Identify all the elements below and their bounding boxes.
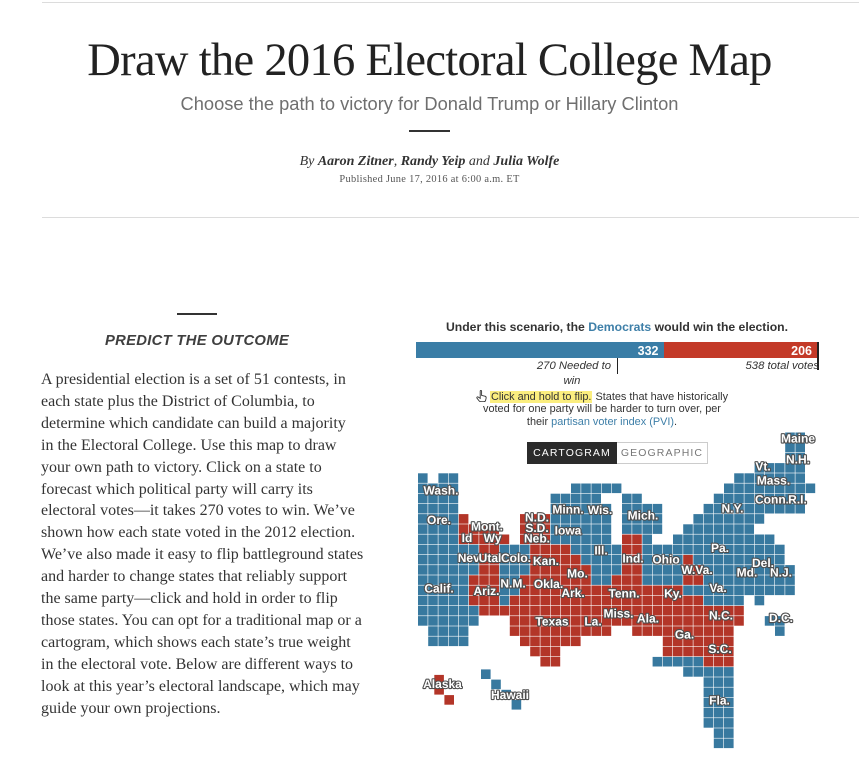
- svg-text:Vt.: Vt.: [755, 460, 770, 474]
- svg-text:Fla.: Fla.: [709, 694, 730, 708]
- svg-text:W.Va.: W.Va.: [681, 563, 712, 577]
- svg-text:Wy: Wy: [484, 531, 502, 545]
- svg-text:Utah: Utah: [479, 551, 506, 565]
- svg-text:Mich.: Mich.: [628, 509, 659, 523]
- svg-text:Maine: Maine: [781, 432, 815, 446]
- svg-text:Pa.: Pa.: [711, 541, 729, 555]
- svg-text:Tenn.: Tenn.: [608, 587, 639, 601]
- svg-text:Id: Id: [462, 531, 473, 545]
- svg-text:Ariz.: Ariz.: [473, 584, 499, 598]
- svg-text:Nev.: Nev.: [458, 551, 482, 565]
- svg-text:N.M.: N.M.: [500, 576, 525, 590]
- svg-text:R.I.: R.I.: [788, 493, 807, 507]
- svg-text:Md.: Md.: [737, 566, 758, 580]
- svg-text:Ind.: Ind.: [622, 552, 643, 566]
- svg-text:Ala.: Ala.: [637, 612, 659, 626]
- svg-text:Ohio: Ohio: [652, 553, 679, 567]
- svg-text:N.C.: N.C.: [709, 609, 733, 623]
- svg-text:Conn.: Conn.: [755, 493, 789, 507]
- svg-text:Calif.: Calif.: [424, 582, 453, 596]
- svg-text:D.C.: D.C.: [769, 611, 793, 625]
- svg-text:Ark.: Ark.: [561, 586, 584, 600]
- svg-text:Mo.: Mo.: [567, 567, 588, 581]
- svg-text:Va.: Va.: [709, 581, 726, 595]
- svg-text:N.H.: N.H.: [786, 453, 810, 467]
- svg-text:Texas: Texas: [535, 615, 568, 629]
- svg-text:N.J.: N.J.: [770, 566, 792, 580]
- svg-text:Minn.: Minn.: [552, 503, 583, 517]
- svg-text:Ill.: Ill.: [594, 544, 607, 558]
- svg-text:S.C.: S.C.: [708, 642, 731, 656]
- svg-text:Okla.: Okla.: [534, 577, 563, 591]
- svg-text:Ore.: Ore.: [427, 513, 451, 527]
- svg-text:Wis.: Wis.: [588, 503, 613, 517]
- svg-text:Ky.: Ky.: [664, 587, 682, 601]
- svg-text:Ga.: Ga.: [675, 628, 694, 642]
- svg-text:S.D.: S.D.: [525, 521, 548, 535]
- svg-text:Hawaii: Hawaii: [491, 688, 529, 702]
- svg-text:Del.: Del.: [752, 556, 774, 570]
- svg-text:Alaska: Alaska: [423, 677, 462, 691]
- svg-text:Kan.: Kan.: [533, 554, 559, 568]
- svg-text:La.: La.: [584, 614, 601, 628]
- svg-text:Neb.: Neb.: [524, 531, 550, 545]
- svg-text:Miss.: Miss.: [603, 607, 633, 621]
- svg-text:N.D.: N.D.: [525, 511, 549, 525]
- svg-text:Mont.: Mont.: [471, 520, 503, 534]
- svg-text:Iowa: Iowa: [555, 524, 582, 538]
- svg-text:Colo.: Colo.: [501, 551, 531, 565]
- svg-text:N.Y.: N.Y.: [721, 502, 743, 516]
- svg-text:Mass.: Mass.: [757, 474, 790, 488]
- svg-text:Wash.: Wash.: [424, 484, 459, 498]
